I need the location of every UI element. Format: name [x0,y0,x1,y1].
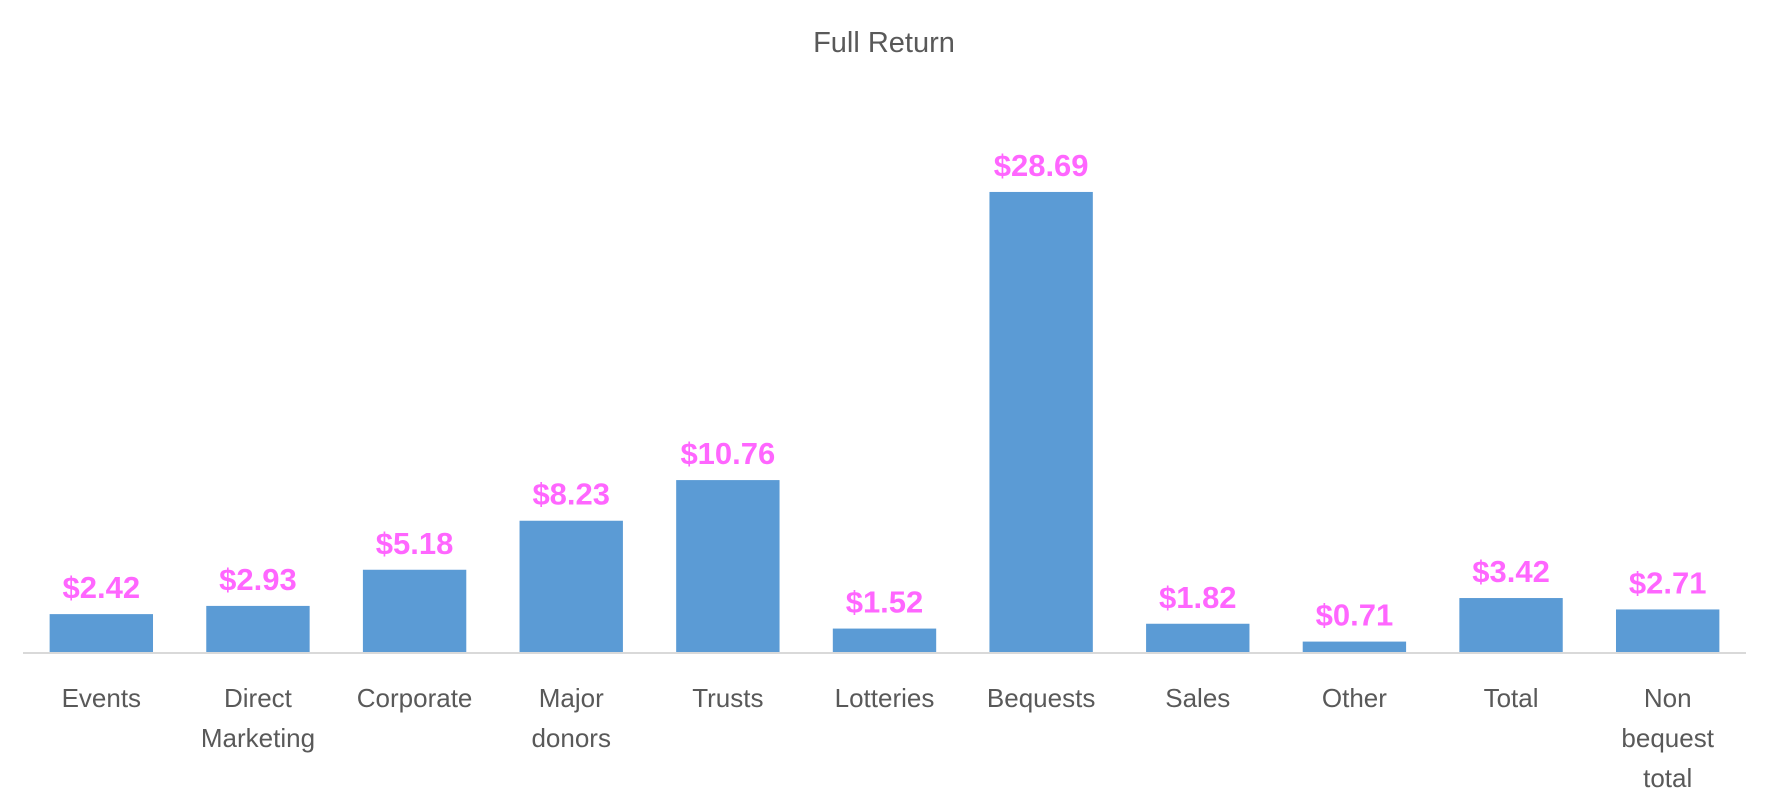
bar [989,191,1093,653]
bar [1146,623,1250,653]
data-label: $1.52 [846,585,924,620]
data-label: $2.93 [219,562,297,597]
data-label: $3.42 [1472,554,1550,589]
category-label: donors [531,723,611,753]
data-label: $2.42 [63,570,141,605]
data-label: $0.71 [1316,598,1394,633]
category-label: Bequests [987,683,1095,713]
category-label: Total [1484,683,1539,713]
chart-title: Full Return [813,27,955,59]
category-label: Lotteries [835,683,935,713]
bar [676,480,780,653]
bar [362,569,467,653]
category-label: Major [539,683,604,713]
bar [49,614,154,653]
data-label: $1.82 [1159,580,1237,615]
category-label: Direct [224,683,293,713]
data-label: $10.76 [680,436,775,471]
data-label: $5.18 [376,526,454,561]
category-label: Corporate [357,683,473,713]
bar [832,628,937,653]
data-label: $8.23 [532,477,610,512]
category-label: Non [1644,683,1692,713]
category-label: Other [1322,683,1387,713]
category-label: Trusts [692,683,763,713]
category-label: Sales [1165,683,1230,713]
data-label: $2.71 [1629,565,1707,600]
category-label: Marketing [201,723,315,753]
bar [519,520,623,653]
category-label: Events [62,683,142,713]
bar [1302,641,1407,653]
bar [1615,609,1720,653]
category-label: bequest [1621,723,1714,753]
data-label: $28.69 [994,148,1089,183]
bar [1459,598,1563,653]
bar [206,605,310,653]
category-label: total [1643,763,1692,793]
